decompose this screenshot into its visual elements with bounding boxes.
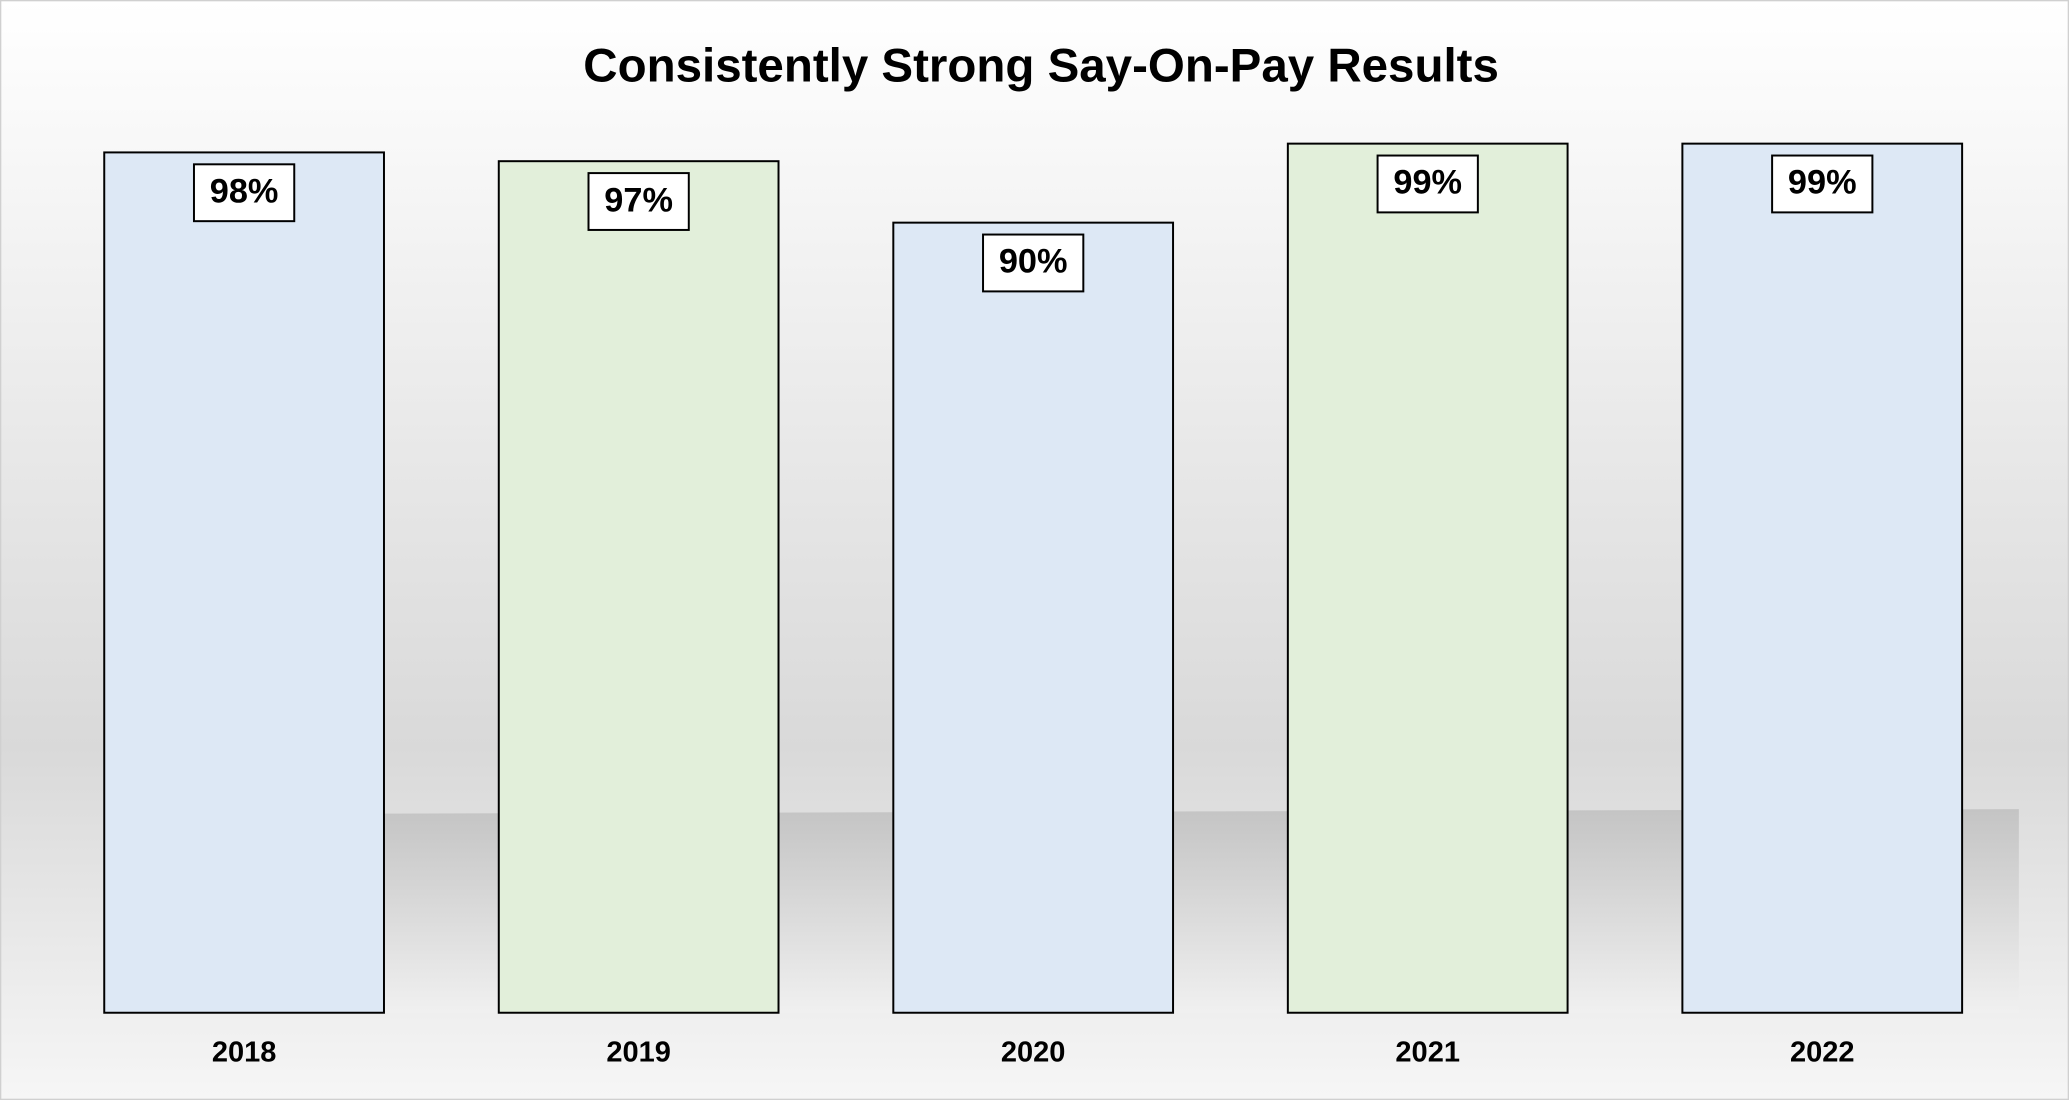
bar <box>1286 142 1569 1014</box>
x-tick-label: 2021 <box>1395 1036 1460 1068</box>
bar <box>892 221 1175 1014</box>
data-label: 90% <box>999 243 1068 281</box>
data-label: 99% <box>1393 164 1462 202</box>
data-label-box <box>1771 154 1874 214</box>
bar <box>497 160 780 1014</box>
data-label: 99% <box>1788 164 1857 202</box>
chart-title: Consistently Strong Say-On-Pay Results <box>583 39 1499 92</box>
bar <box>1681 142 1964 1014</box>
data-label-box <box>982 233 1085 293</box>
x-tick-label: 2019 <box>606 1036 671 1068</box>
x-tick-label: 2020 <box>1001 1036 1066 1068</box>
x-tick-label: 2018 <box>212 1036 277 1068</box>
bar <box>103 151 385 1014</box>
data-label-box <box>587 172 690 231</box>
data-label-box <box>192 163 296 223</box>
data-label: 97% <box>604 181 673 219</box>
x-tick-label: 2022 <box>1790 1036 1855 1068</box>
data-label-box <box>1376 154 1479 214</box>
data-label: 98% <box>210 172 279 210</box>
